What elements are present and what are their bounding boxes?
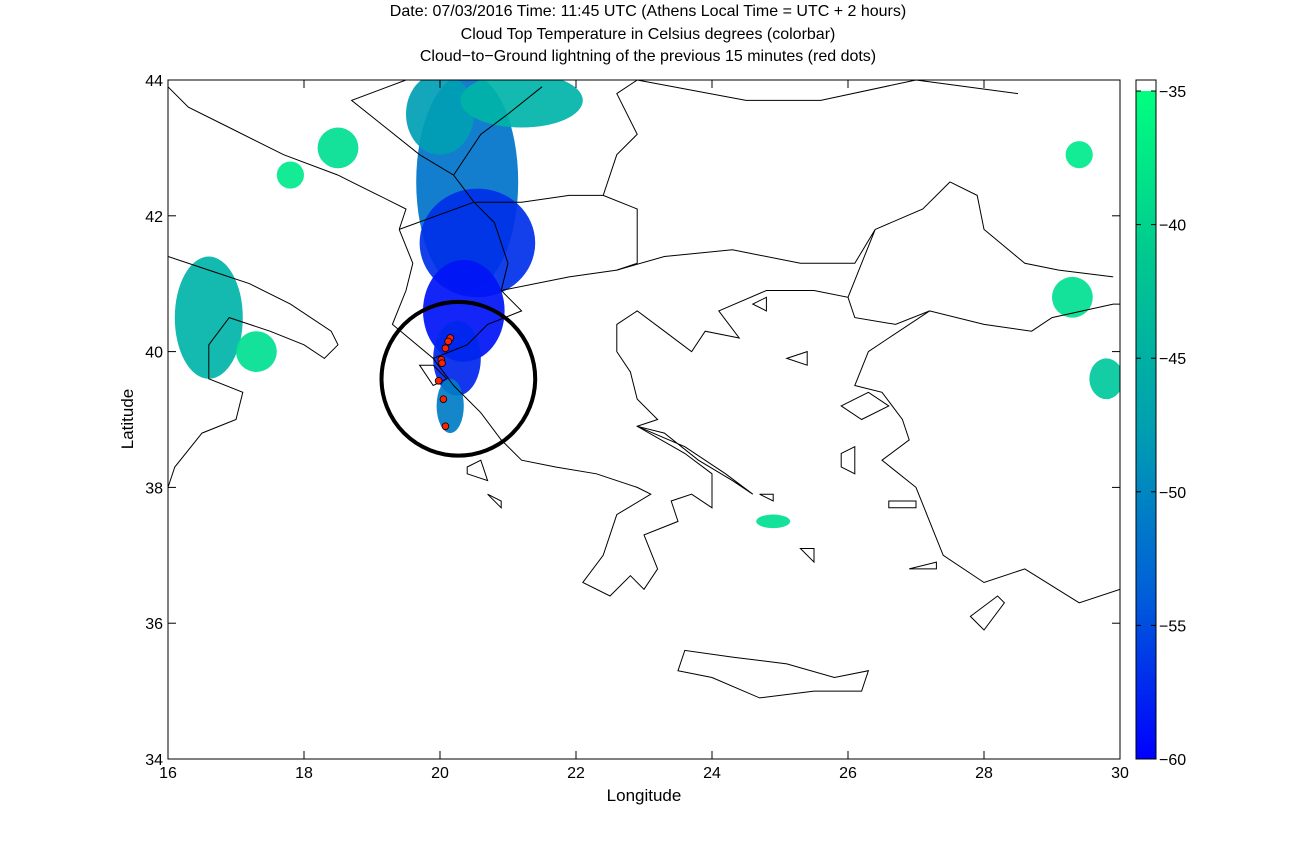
cloud-cell-9	[317, 127, 359, 169]
border-line-3	[602, 80, 638, 196]
lightning-strike-6	[439, 395, 448, 403]
colorbar-tick-label-5: −60	[1159, 752, 1186, 769]
island-zakynthos	[487, 493, 502, 510]
coastline-albania-coast	[337, 174, 407, 230]
coastline-black-sea-coast	[949, 181, 1114, 278]
coastline-turkey-aegean	[854, 310, 1120, 604]
y-tick-label-3: 40	[145, 345, 163, 362]
chart-subtitle-temperature: Cloud Top Temperature in Celsius degrees…	[460, 26, 836, 43]
island-corfu	[418, 364, 448, 387]
y-tick-label-0: 34	[145, 752, 163, 769]
y-tick-label-4: 42	[145, 209, 163, 226]
border-line-7	[637, 80, 1019, 101]
colorbar-tick-label-4: −55	[1159, 618, 1186, 635]
x-tick-label-7: 30	[1111, 765, 1129, 782]
y-axis-label: Latitude	[118, 389, 137, 450]
plot-background	[168, 80, 1120, 759]
cloud-cell-11	[1089, 358, 1120, 400]
chart-title: Date: 07/03/2016 Time: 11:45 UTC (Athens…	[389, 3, 907, 20]
x-tick-label-3: 22	[567, 765, 585, 782]
plot-frame	[167, 79, 1121, 760]
colorbar-tick-label-1: −40	[1159, 218, 1186, 235]
x-tick-label-6: 28	[975, 765, 993, 782]
coastlines	[168, 86, 1120, 699]
island-rhodes	[969, 595, 1006, 631]
borders	[350, 80, 1019, 359]
colorbar-ticks: −35 −40 −45 −50 −55 −60	[1136, 84, 1186, 769]
coastline-italy-heel	[168, 256, 339, 488]
lightning-strike-1	[444, 337, 452, 346]
cloud-cell-13	[756, 514, 791, 529]
cloud-cell-4	[436, 378, 464, 434]
x-tick-label-2: 20	[431, 765, 449, 782]
colorbar-tick-label-0: −35	[1159, 84, 1186, 101]
coastline-croatia-coast	[168, 86, 339, 176]
lightning-strike-4	[438, 359, 446, 367]
y-tick-label-2: 38	[145, 480, 163, 497]
lightning-strike-5	[434, 376, 443, 385]
lightning-strike-2	[441, 344, 450, 353]
lightning-strike-7	[441, 422, 450, 431]
colorbar	[1136, 91, 1156, 759]
chart-subtitle-lightning: Cloud−to−Ground lightning of the previou…	[419, 48, 877, 65]
cloud-cell-14	[276, 161, 304, 189]
island-crete	[677, 649, 870, 699]
border-line-6	[453, 86, 543, 176]
x-axis-label: Longitude	[607, 786, 682, 805]
colorbar-tick-label-2: −45	[1159, 351, 1186, 368]
lightning-markers	[434, 334, 455, 431]
island-thasos	[751, 296, 767, 312]
island-samos	[888, 500, 917, 509]
coastline-greece-mainland	[391, 229, 1120, 597]
colorbar-tick-label-3: −50	[1159, 485, 1186, 502]
y-tick-label-5: 44	[145, 73, 163, 90]
island-kos	[909, 561, 937, 570]
y-tick-label-1: 36	[145, 616, 163, 633]
island-kefalonia	[466, 459, 489, 482]
border-line-1	[501, 229, 876, 298]
border-line-4	[875, 181, 951, 230]
cloud-cell-10	[1052, 276, 1093, 318]
island-lemnos	[785, 350, 808, 366]
highlight-circle	[379, 299, 538, 458]
cloud-cell-7	[174, 256, 243, 379]
island-andros	[759, 493, 774, 502]
cloud-cell-12	[1065, 141, 1093, 169]
axes: 16 18 20 22 24 26 28 30 34 36 38 40 42 44	[145, 73, 1129, 782]
island-naxos	[799, 548, 815, 564]
border-line-5	[350, 80, 475, 203]
colorbar-frame	[1135, 79, 1157, 760]
x-tick-label-5: 26	[839, 765, 857, 782]
cloud-cell-5	[406, 80, 474, 155]
x-tick-label-4: 24	[703, 765, 721, 782]
island-euboea	[637, 425, 754, 495]
x-tick-label-0: 16	[159, 765, 177, 782]
island-chios	[840, 445, 856, 475]
island-lesbos	[840, 391, 890, 421]
cloud-cell-6	[460, 80, 583, 128]
x-tick-label-1: 18	[295, 765, 313, 782]
cloud-cell-8	[236, 331, 277, 372]
